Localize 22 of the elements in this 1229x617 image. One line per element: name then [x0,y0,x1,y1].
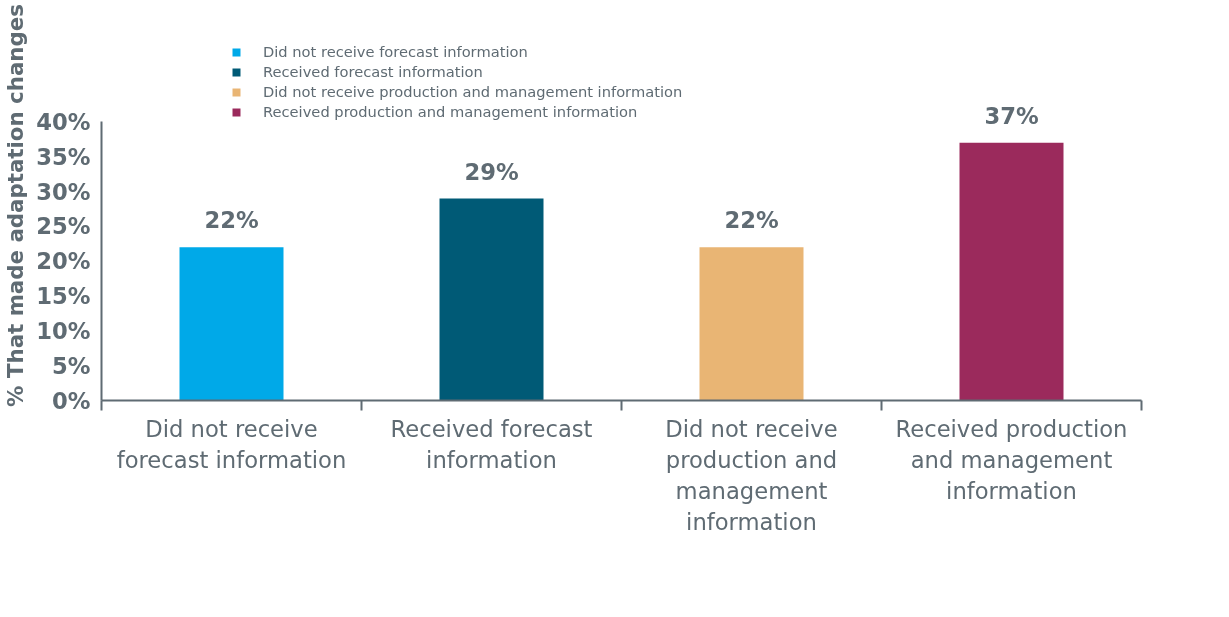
y-tick-label: 10% [36,317,91,344]
legend-label: Did not receive production and management information [263,83,683,100]
data-label: 37% [984,102,1039,129]
y-tick-label: 15% [36,283,91,310]
data-label: 22% [204,207,259,234]
y-tick-label: 35% [36,143,91,170]
legend-label: Received production and management information [263,103,638,120]
x-tick-label: Did not receive forecast information [116,415,347,473]
data-label: 22% [724,207,779,234]
y-tick-label: 25% [36,213,91,240]
x-tick-label: Received production and management information [895,415,1128,504]
y-tick-label: 5% [52,352,91,379]
x-tick-label: Received forecast information [390,415,593,473]
legend-label: Received forecast information [263,63,483,80]
y-axis-title: % That made adaptation changes [3,4,29,407]
x-tick-label: Did not receive production and management information [665,415,838,536]
y-tick-label: 0% [52,387,91,414]
y-tick-label: 20% [36,248,91,275]
y-tick-label: 30% [36,178,91,205]
data-label: 29% [464,158,519,185]
y-tick-label: 40% [36,108,91,135]
legend-label: Did not receive forecast information [263,43,528,60]
